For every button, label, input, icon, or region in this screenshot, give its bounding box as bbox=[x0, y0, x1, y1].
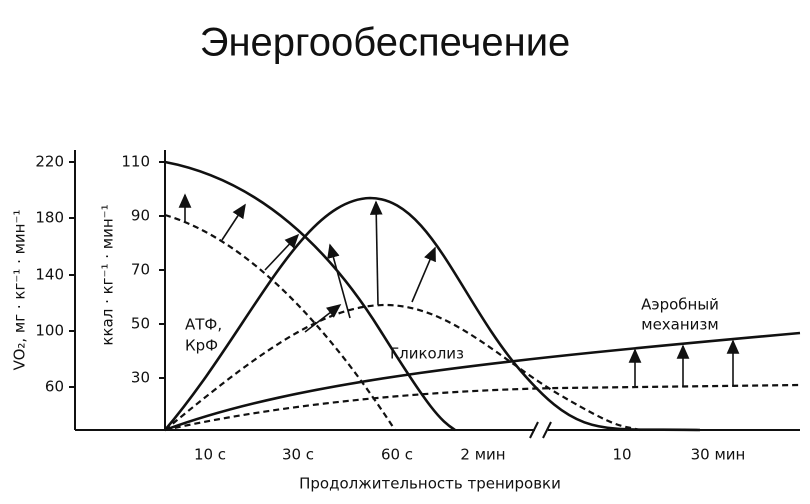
axes bbox=[74, 150, 800, 439]
y-tick-label: 90 bbox=[131, 207, 150, 225]
curve-label: АТФ, bbox=[185, 316, 222, 334]
x-tick-label: 10 bbox=[612, 446, 631, 464]
y-tick-label: 110 bbox=[121, 153, 150, 171]
y-tick-label: 220 bbox=[35, 153, 64, 171]
x-tick-label: 60 с bbox=[381, 446, 413, 464]
y-tick-label: 100 bbox=[35, 322, 64, 340]
right-ticks: 110 90 70 50 30 bbox=[121, 153, 165, 387]
x-axis-title: Продолжительность тренировки bbox=[299, 475, 561, 493]
title: Энергообеспечение bbox=[200, 21, 571, 65]
curve-label: КрФ bbox=[185, 337, 218, 355]
x-tick-label: 30 мин bbox=[691, 446, 746, 464]
curve-label: Гликолиз bbox=[390, 345, 464, 363]
x-tick-label: 30 с bbox=[282, 446, 314, 464]
y-tick-label: 140 bbox=[35, 266, 64, 284]
left-axis-title: VO₂, мг · кг⁻¹ · мин⁻¹ bbox=[11, 210, 29, 371]
curve-label: Аэробный bbox=[641, 296, 719, 314]
arrows bbox=[178, 193, 740, 387]
left-ticks: 220 180 140 100 60 bbox=[35, 153, 75, 396]
curves bbox=[164, 160, 801, 432]
curve-label: механизм bbox=[641, 316, 718, 334]
y-tick-label: 30 bbox=[131, 369, 150, 387]
y-tick-label: 60 bbox=[45, 378, 64, 396]
x-ticks: 10 с 30 с 60 с 2 мин 10 30 мин bbox=[194, 446, 745, 464]
y-tick-label: 50 bbox=[131, 315, 150, 333]
right-axis-title: ккал · кг⁻¹ · мин⁻¹ bbox=[99, 204, 117, 345]
x-tick-label: 2 мин bbox=[460, 446, 505, 464]
x-tick-label: 10 с bbox=[194, 446, 226, 464]
y-tick-label: 70 bbox=[131, 261, 150, 279]
y-tick-label: 180 bbox=[35, 209, 64, 227]
